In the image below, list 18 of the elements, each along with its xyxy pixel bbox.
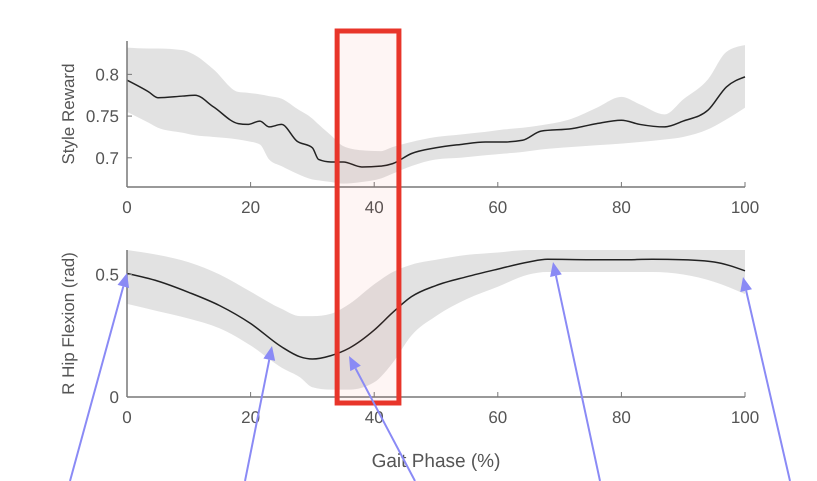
x-tick-label: 40 [364, 198, 384, 217]
x-tick-label: 100 [730, 198, 760, 217]
y-tick-label: 0.7 [95, 148, 119, 168]
line-series [126, 76, 746, 168]
y-axis-title: R Hip Flexion (rad) [59, 252, 78, 395]
x-tick-label: 80 [612, 408, 631, 427]
x-tick-label: 60 [488, 408, 508, 427]
x-tick-label: 0 [122, 408, 132, 427]
x-tick-label: 0 [122, 198, 132, 217]
y-tick-label: 0.75 [86, 107, 119, 126]
y-tick-label: 0.8 [95, 65, 119, 84]
x-tick-label: 80 [612, 198, 631, 217]
x-tick-label: 100 [730, 408, 760, 427]
x-tick-label: 60 [488, 198, 508, 217]
x-tick-label: 20 [241, 198, 260, 217]
y-tick-label: 0.5 [95, 266, 119, 284]
y-tick-label: 0 [110, 388, 119, 407]
y-axis-title: Style Reward [59, 63, 78, 165]
